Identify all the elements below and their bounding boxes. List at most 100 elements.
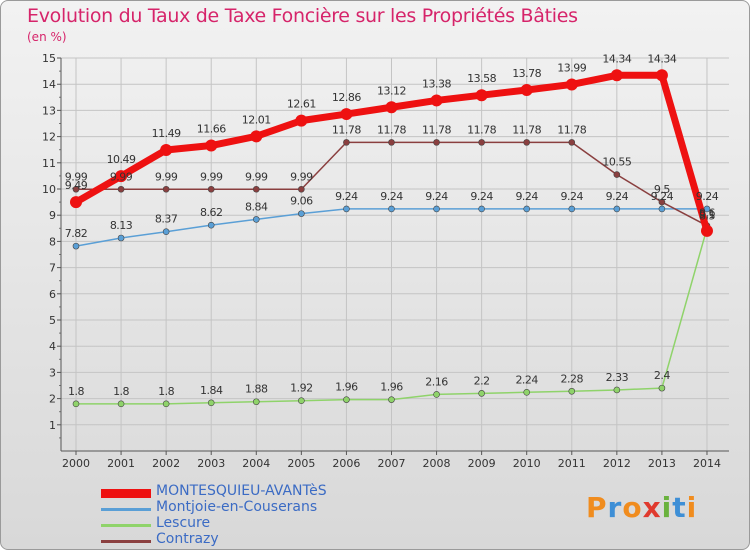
data-label-montesquieu: 10.49 — [107, 153, 136, 166]
data-point-montesquieu — [610, 69, 623, 82]
logo-letter: x — [642, 491, 662, 524]
legend-swatch — [101, 524, 151, 527]
data-label-montesquieu: 11.66 — [197, 123, 226, 136]
data-label-montjoie: 8.62 — [200, 206, 223, 219]
y-tick-label: 1 — [49, 419, 56, 432]
data-point-contrazy — [523, 139, 531, 146]
data-point-montjoie — [207, 221, 215, 229]
data-point-montjoie — [568, 205, 576, 213]
data-point-contrazy — [433, 139, 440, 146]
chart-title: Evolution du Taux de Taxe Foncière sur l… — [27, 5, 578, 27]
data-label-montjoie: 9.24 — [380, 190, 403, 203]
data-label-contrazy: 11.78 — [377, 123, 406, 136]
data-point-montjoie — [162, 228, 170, 236]
data-point-lescure — [568, 387, 576, 395]
data-point-montjoie — [478, 205, 485, 213]
data-label-contrazy: 11.78 — [512, 123, 541, 136]
chart-series — [70, 69, 713, 408]
y-tick-label: 4 — [49, 340, 56, 353]
data-point-montesquieu — [160, 143, 173, 156]
data-label-montesquieu: 9.1 — [699, 208, 715, 221]
y-tick-label: 8 — [49, 235, 56, 248]
data-point-montjoie — [658, 205, 666, 213]
data-point-montjoie — [117, 234, 125, 242]
data-label-lescure: 1.8 — [113, 385, 129, 398]
data-point-lescure — [388, 396, 395, 403]
proxiti-logo[interactable]: Proxiti — [586, 491, 697, 524]
data-point-montesquieu — [340, 108, 353, 121]
data-point-montesquieu — [115, 170, 128, 183]
data-point-contrazy — [298, 185, 305, 193]
data-label-montesquieu: 13.99 — [557, 61, 586, 74]
legend-swatch — [101, 540, 151, 543]
data-label-montjoie: 9.24 — [425, 190, 448, 203]
data-label-lescure: 1.8 — [68, 385, 84, 398]
y-tick-label: 12 — [42, 131, 56, 144]
logo-letter: i — [686, 491, 698, 524]
data-point-montesquieu — [520, 83, 533, 96]
data-label-lescure: 2.24 — [515, 373, 538, 386]
y-tick-label: 9 — [49, 209, 56, 222]
data-point-montesquieu — [295, 114, 308, 127]
data-point-lescure — [343, 396, 350, 403]
x-tick-label: 2010 — [513, 457, 541, 470]
data-label-contrazy: 11.78 — [557, 123, 586, 136]
data-label-montesquieu: 13.38 — [422, 77, 451, 90]
legend-label: Contrazy — [156, 531, 219, 547]
data-label-montjoie: 9.24 — [515, 190, 538, 203]
data-label-contrazy: 9.99 — [200, 170, 223, 183]
logo-letter: P — [586, 491, 608, 524]
x-tick-label: 2001 — [107, 457, 135, 470]
data-point-lescure — [252, 398, 260, 406]
x-tick-label: 2014 — [693, 457, 721, 470]
data-label-montesquieu: 12.86 — [332, 91, 361, 104]
data-label-montesquieu: 12.61 — [287, 98, 316, 111]
data-point-montjoie — [72, 242, 80, 250]
data-point-contrazy — [252, 185, 260, 193]
y-tick-label: 5 — [49, 314, 56, 327]
legend-swatch — [101, 489, 151, 498]
legend-label: Montjoie-en-Couserans — [156, 499, 318, 515]
data-label-lescure: 2.4 — [654, 369, 670, 382]
data-point-montesquieu — [205, 139, 218, 152]
data-label-lescure: 2.33 — [606, 371, 629, 384]
data-label-lescure: 1.8 — [158, 385, 174, 398]
data-label-contrazy: 8.6 — [699, 207, 715, 220]
data-label-montjoie: 8.37 — [155, 213, 178, 226]
data-point-montjoie — [433, 205, 440, 213]
y-tick-label: 7 — [49, 262, 56, 275]
y-tick-label: 3 — [49, 366, 56, 379]
data-point-montjoie — [298, 210, 305, 217]
data-point-contrazy — [207, 185, 215, 193]
legend-swatch — [101, 508, 151, 511]
data-label-montjoie: 9.24 — [651, 190, 674, 203]
data-label-contrazy: 9.99 — [65, 170, 88, 183]
y-tick-label: 13 — [42, 104, 56, 117]
data-label-contrazy: 9.99 — [155, 170, 178, 183]
chart-unit-label: (en %) — [27, 30, 67, 44]
data-label-lescure: 8.5 — [699, 209, 715, 222]
data-label-lescure: 1.96 — [335, 381, 358, 394]
data-point-contrazy — [388, 139, 395, 146]
data-point-lescure — [207, 399, 215, 407]
data-point-lescure — [298, 397, 305, 404]
data-label-contrazy: 10.55 — [602, 156, 631, 169]
data-point-contrazy — [613, 171, 621, 178]
data-label-contrazy: 11.78 — [422, 123, 451, 136]
legend-label: Lescure — [156, 515, 211, 531]
data-point-montesquieu — [475, 89, 488, 102]
data-point-montesquieu — [655, 69, 668, 82]
data-point-lescure — [117, 400, 125, 408]
data-point-lescure — [658, 384, 666, 392]
y-tick-label: 14 — [42, 78, 56, 91]
data-point-contrazy — [162, 185, 170, 193]
logo-letter: t — [672, 491, 687, 524]
y-tick-label: 11 — [42, 157, 56, 170]
data-label-montesquieu: 11.49 — [152, 127, 181, 140]
data-point-lescure — [162, 400, 170, 408]
data-label-montesquieu: 13.12 — [377, 84, 406, 97]
data-label-montjoie: 9.24 — [561, 190, 584, 203]
legend-label: MONTESQUIEU-AVANTèS — [156, 483, 327, 499]
x-tick-label: 2002 — [152, 457, 180, 470]
